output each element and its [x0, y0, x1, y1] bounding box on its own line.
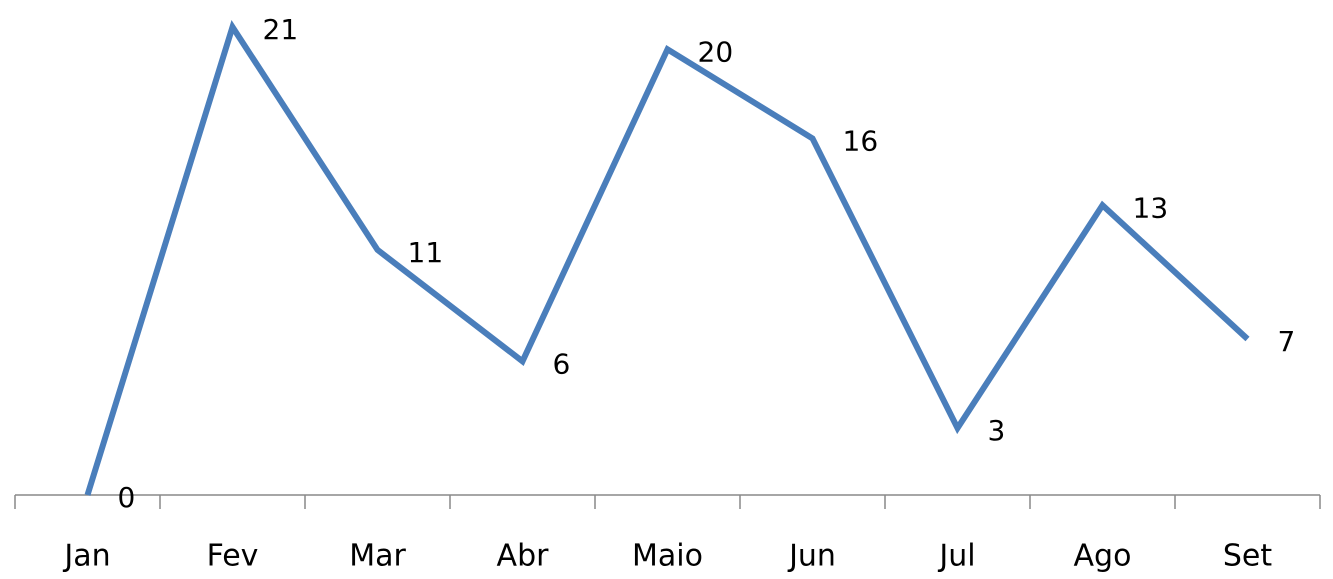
data-label: 7 — [1278, 325, 1296, 358]
x-tick-label: Jul — [937, 539, 975, 574]
x-tick-label: Mar — [349, 539, 406, 574]
data-line — [84, 20, 1250, 496]
data-label: 11 — [408, 236, 444, 269]
x-tick-label: Jan — [62, 539, 110, 574]
x-tick-label: Set — [1223, 539, 1273, 574]
data-label: 20 — [698, 35, 734, 68]
x-tick-label: Maio — [632, 539, 703, 574]
x-tick-label: Ago — [1074, 539, 1132, 574]
x-tick-label: Jun — [787, 539, 836, 574]
x-tick-label: Fev — [207, 539, 259, 574]
data-label: 21 — [263, 13, 299, 46]
data-label: 13 — [1133, 191, 1169, 224]
data-label: 0 — [118, 481, 136, 514]
data-label: 6 — [553, 347, 571, 380]
data-label: 3 — [988, 414, 1006, 447]
x-tick-label: Abr — [497, 539, 550, 574]
data-label: 16 — [843, 124, 879, 157]
